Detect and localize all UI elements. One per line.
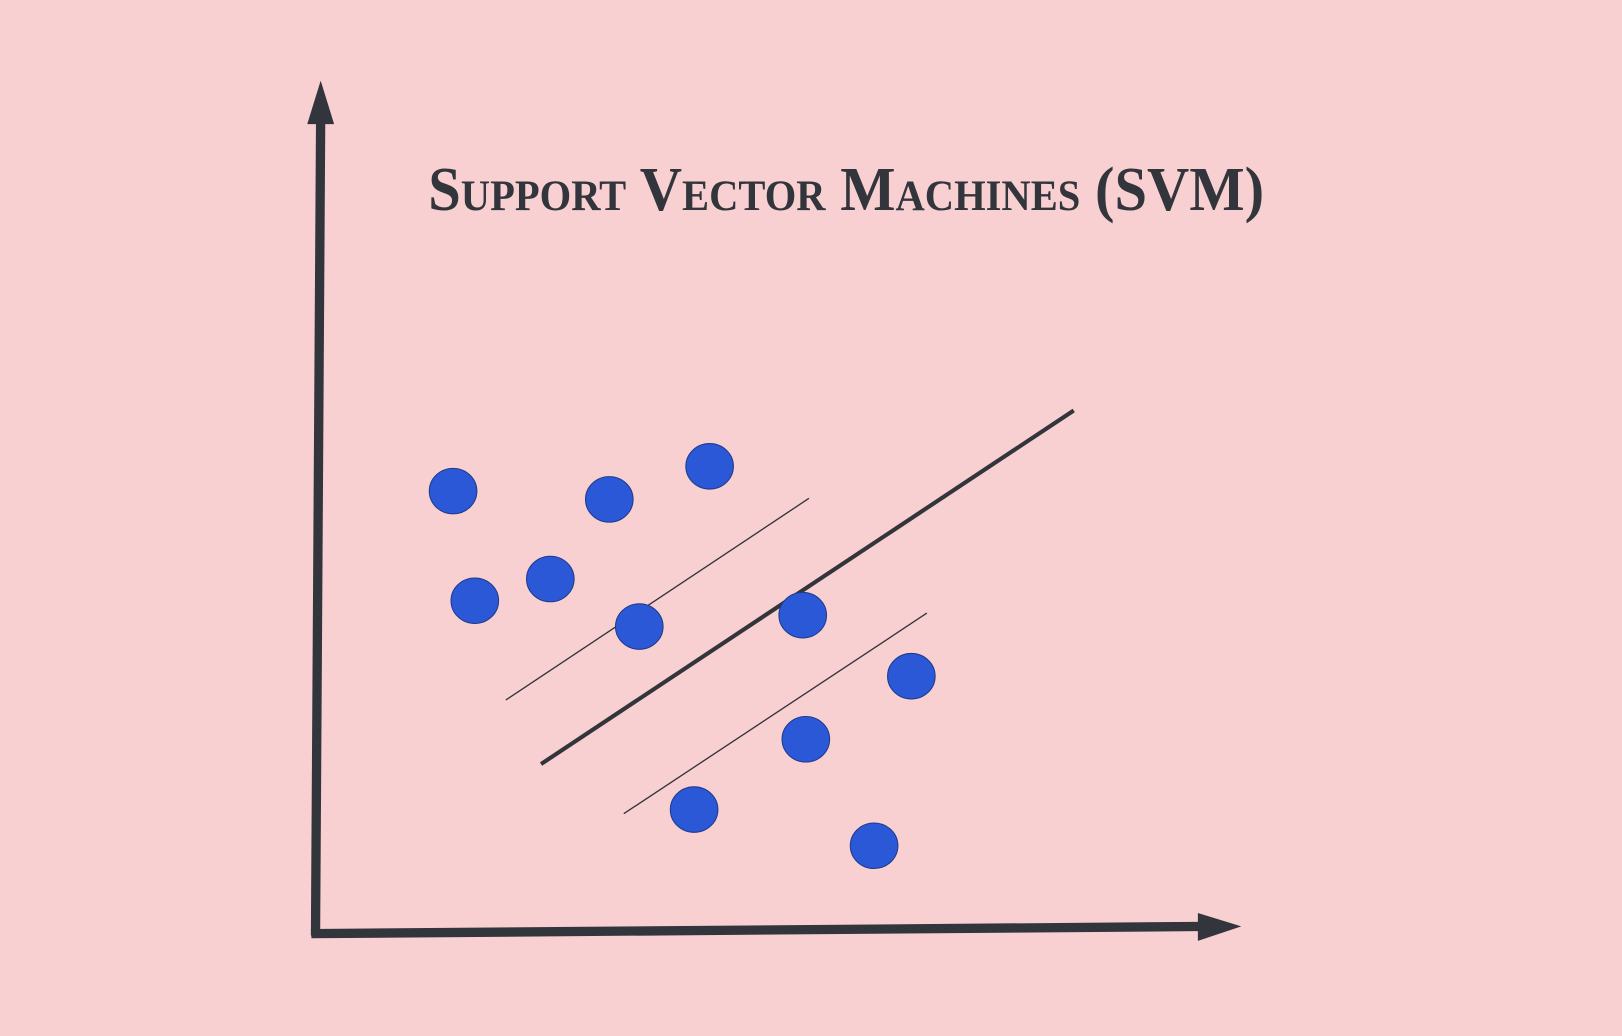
data-point — [887, 652, 936, 700]
data-point — [685, 443, 734, 490]
data-point — [584, 476, 634, 523]
y-axis-arrow-icon — [307, 80, 335, 125]
x-axis-arrow-icon — [1197, 912, 1242, 941]
data-point — [526, 555, 575, 603]
axes — [307, 80, 1242, 941]
data-points — [428, 443, 936, 870]
data-point — [669, 786, 719, 833]
diagram-title: Support Vector Machines (SVM) — [428, 156, 1264, 224]
data-point — [778, 591, 828, 639]
x-axis — [311, 921, 1211, 939]
data-point — [450, 577, 500, 624]
data-point — [849, 822, 899, 870]
data-point — [428, 467, 478, 515]
upper-margin-line — [505, 497, 810, 701]
y-axis — [310, 113, 326, 936]
data-point — [781, 715, 831, 763]
lower-margin-line — [623, 612, 928, 815]
hyperplane-line — [539, 408, 1075, 766]
data-point — [614, 603, 664, 650]
